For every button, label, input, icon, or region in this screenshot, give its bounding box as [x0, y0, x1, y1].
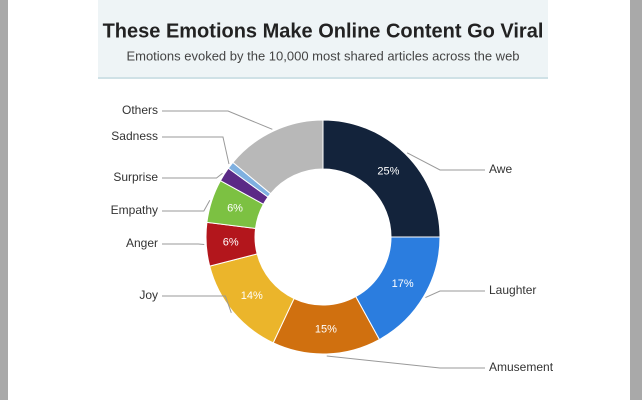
category-label: Others — [122, 103, 158, 117]
leader-line — [162, 110, 273, 130]
category-label: Empathy — [111, 203, 158, 217]
chart-subtitle: Emotions evoked by the 10,000 most share… — [126, 48, 519, 63]
value-label: 6% — [223, 237, 239, 249]
category-label: Laughter — [489, 283, 536, 297]
donut-slice — [322, 119, 441, 238]
category-label: Sadness — [111, 129, 158, 143]
value-label: 25% — [377, 165, 399, 177]
leader-line — [406, 152, 485, 171]
category-label: Awe — [489, 162, 512, 176]
value-label: 14% — [241, 290, 263, 302]
category-label: Surprise — [113, 170, 158, 184]
frame-left — [0, 0, 8, 400]
donut-slice — [232, 119, 324, 195]
category-label: Joy — [139, 288, 158, 302]
chart-title: These Emotions Make Online Content Go Vi… — [103, 20, 544, 42]
leader-line — [162, 295, 232, 314]
value-label: 6% — [227, 202, 243, 214]
leader-line — [326, 355, 485, 369]
value-label: 15% — [315, 323, 337, 335]
header-box — [98, 0, 548, 78]
leader-line — [162, 199, 211, 212]
category-label: Anger — [126, 236, 158, 250]
category-label: Amusement — [489, 360, 554, 374]
leader-line — [425, 290, 485, 299]
frame-right — [630, 0, 642, 400]
leader-line — [162, 136, 230, 165]
leader-line — [162, 172, 223, 179]
value-label: 17% — [392, 278, 414, 290]
